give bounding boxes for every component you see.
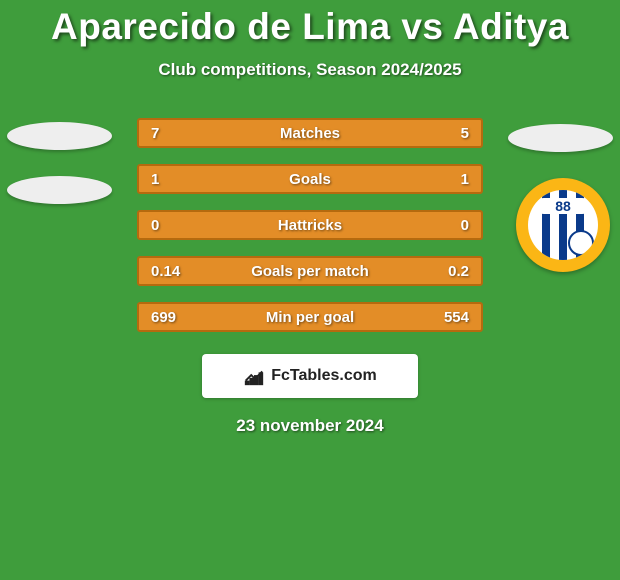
page-title: Aparecido de Lima vs Aditya — [0, 0, 620, 48]
club-badge: 88 — [516, 178, 610, 272]
chip — [7, 176, 112, 204]
badge-number: 88 — [536, 198, 590, 214]
stat-row: 7Matches5 — [137, 118, 483, 148]
stat-label: Goals — [215, 171, 405, 188]
attribution-box: FcTables.com — [202, 354, 418, 398]
stat-right-value: 1 — [405, 171, 469, 188]
stat-left-value: 699 — [151, 309, 215, 326]
stat-right-value: 554 — [405, 309, 469, 326]
player-right-chip-wrap — [508, 124, 613, 152]
player-left-chips — [7, 122, 112, 204]
stat-label: Goals per match — [215, 263, 405, 280]
stat-left-value: 1 — [151, 171, 215, 188]
stat-row: 0.14Goals per match0.2 — [137, 256, 483, 286]
stat-row: 1Goals1 — [137, 164, 483, 194]
stat-label: Hattricks — [215, 217, 405, 234]
stat-label: Min per goal — [215, 309, 405, 326]
comparison-infographic: 88 Aparecido de Lima vs Aditya Club comp… — [0, 0, 620, 436]
stat-left-value: 7 — [151, 125, 215, 142]
attribution-text: FcTables.com — [271, 367, 377, 385]
stat-right-value: 0 — [405, 217, 469, 234]
stat-right-value: 5 — [405, 125, 469, 142]
stat-left-value: 0 — [151, 217, 215, 234]
stat-row: 0Hattricks0 — [137, 210, 483, 240]
stat-label: Matches — [215, 125, 405, 142]
chart-icon — [243, 365, 265, 387]
chip — [508, 124, 613, 152]
stat-right-value: 0.2 — [405, 263, 469, 280]
page-subtitle: Club competitions, Season 2024/2025 — [0, 60, 620, 80]
badge-ball-icon — [568, 230, 594, 256]
club-badge-inner: 88 — [528, 190, 598, 260]
stat-left-value: 0.14 — [151, 263, 215, 280]
stat-row: 699Min per goal554 — [137, 302, 483, 332]
stat-rows: 7Matches5 1Goals1 0Hattricks0 0.14Goals per… — [137, 118, 483, 332]
chip — [7, 122, 112, 150]
snapshot-date: 23 november 2024 — [0, 416, 620, 436]
